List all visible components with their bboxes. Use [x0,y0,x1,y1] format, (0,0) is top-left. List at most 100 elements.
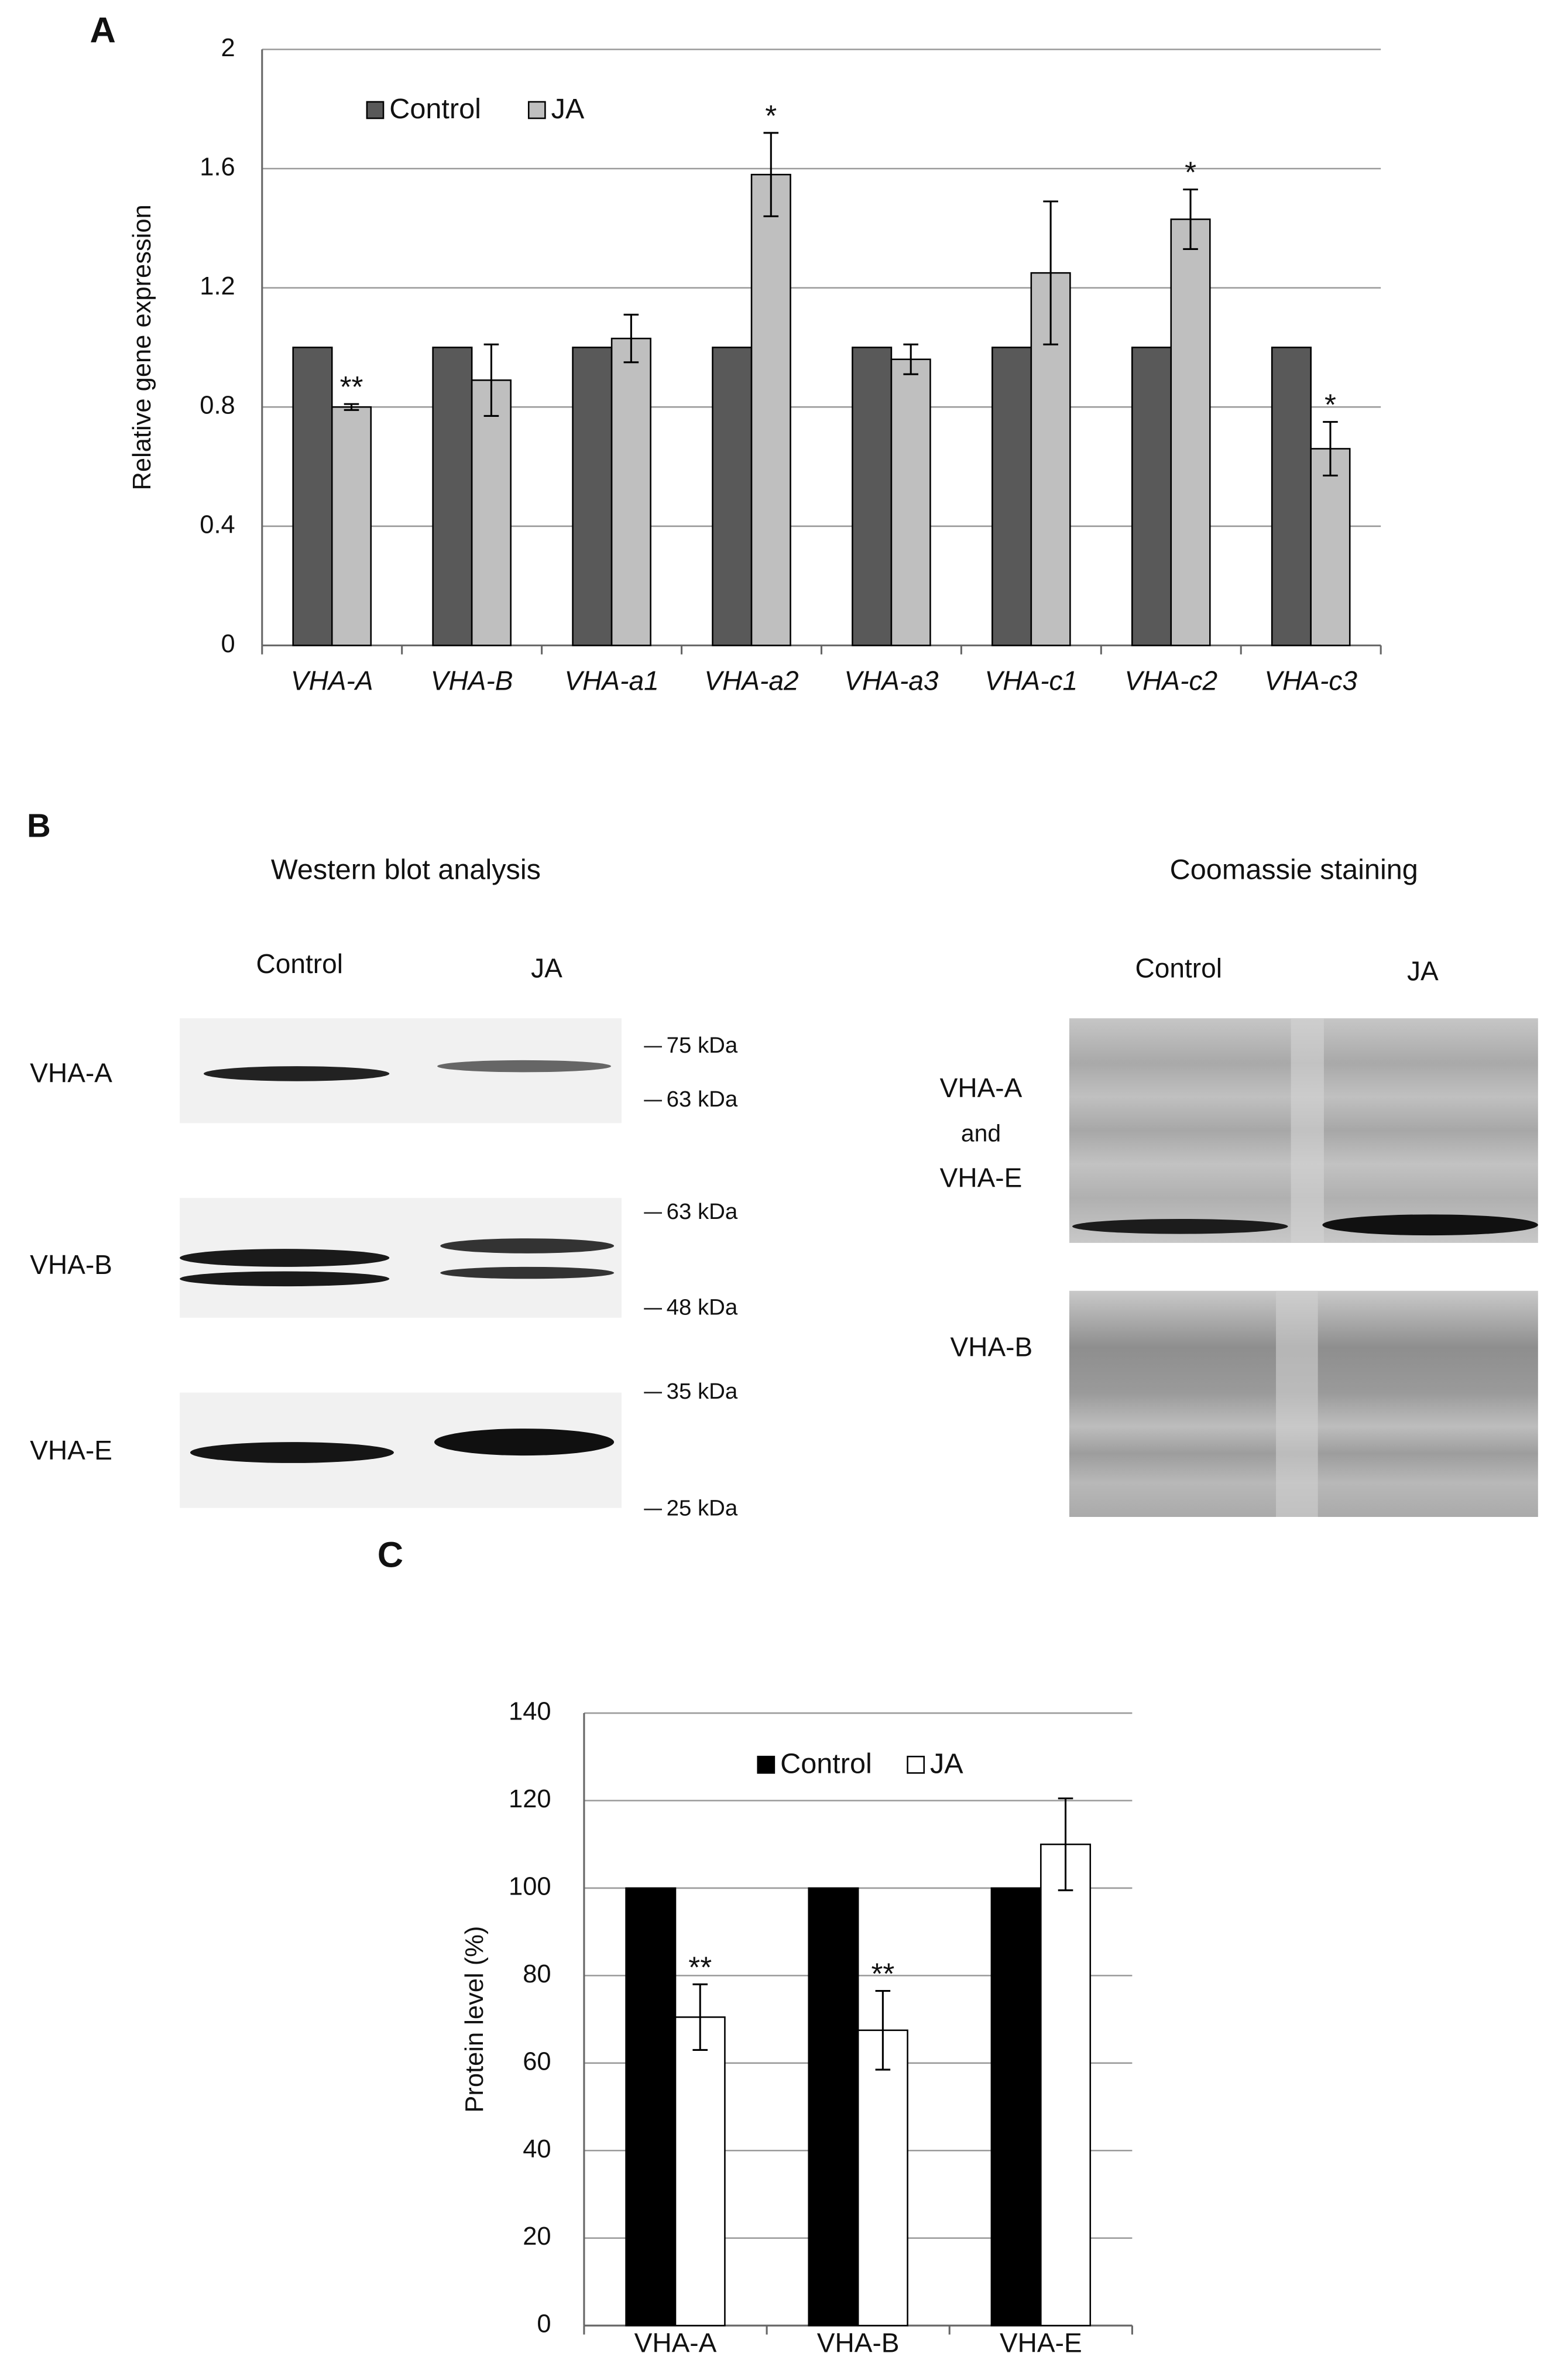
significance-label: * [1325,388,1336,422]
significance-label: ** [688,1950,712,1984]
y-axis-title: Relative gene expression [128,204,156,490]
bar [572,347,613,646]
x-tick-label: VHA-A [634,2328,717,2358]
row-label: VHA-B [951,1332,1033,1362]
error-bar [763,132,779,217]
blot-band [180,1271,390,1287]
y-tick-label: 140 [509,1698,551,1726]
error-bar [623,313,639,364]
y-axis-title: Protein level (%) [461,1926,489,2113]
x-tick-label: VHA-c1 [985,665,1078,696]
error-bar [692,1983,708,2051]
panel-label: C [378,1534,403,1575]
marker-label: 63 kDa [667,1087,738,1112]
y-tick-label: 20 [523,2222,551,2251]
lane-label: Control [1135,953,1222,984]
blot-band [437,1060,611,1073]
error-bar [875,1990,891,2071]
row-label: and [961,1120,1001,1147]
lane-label: JA [531,953,562,984]
error-bar [1043,200,1058,345]
marker-label: 75 kDa [667,1033,738,1058]
lane-label: Control [256,948,343,979]
gel-lane-gap [1291,1018,1324,1243]
marker-label: 63 kDa [667,1199,738,1224]
bar [1310,448,1351,646]
bar [331,406,372,646]
western-blot: Western blot analysis Control JA VHA-A V… [30,854,738,1520]
x-tick-label: VHA-a2 [704,665,798,696]
row-label: VHA-E [940,1163,1023,1193]
bar [712,347,753,646]
x-tick-label: VHA-c2 [1124,665,1217,696]
row-label: VHA-A [940,1073,1023,1103]
y-tick-label: 0.4 [200,511,235,539]
bar [625,1887,677,2327]
y-tick-label: 120 [509,1785,551,1813]
bar [808,1887,859,2327]
blot-band [203,1066,390,1081]
bar [610,337,651,646]
bar [292,347,333,646]
significance-label: ** [871,1957,894,1990]
error-bar [1323,421,1338,477]
bar [750,173,791,646]
x-tick-label: VHA-a3 [844,665,939,696]
y-tick-label: 40 [523,2135,551,2163]
y-tick-label: 1.6 [200,153,235,181]
legend-label: Control [389,93,481,125]
y-tick-label: 0 [221,630,235,658]
x-tick-label: VHA-c3 [1264,665,1357,696]
gel-lane-gap [1276,1290,1318,1517]
row-label: VHA-E [30,1435,112,1465]
row-label: VHA-B [30,1249,112,1280]
x-tick-label: VHA-E [1000,2328,1082,2358]
marker-label: 35 kDa [667,1379,738,1404]
bar [857,2029,908,2327]
blot-band [190,1442,394,1463]
bar [432,347,473,646]
coomassie: Coomassie staining Control JA VHA-A and … [940,854,1538,1517]
legend-swatch [366,101,385,119]
significance-label: * [1185,156,1196,189]
bar [1170,218,1211,646]
bar [1131,347,1172,646]
error-bar [1058,1797,1073,1892]
gel-band [1072,1219,1288,1234]
blot-title: Coomassie staining [1170,854,1418,885]
y-tick-label: 60 [523,2047,551,2075]
x-tick-label: VHA-B [817,2328,900,2358]
legend-swatch [757,1755,776,1774]
y-tick-label: 1.2 [200,272,235,300]
blot-band [440,1266,615,1279]
blot-title: Western blot analysis [271,854,541,885]
panel-label: B [27,807,51,844]
bar [1040,1843,1092,2327]
bar [471,379,512,646]
size-markers: 75 kDa 63 kDa 63 kDa 48 kDa 35 kDa 25 kD… [644,1033,738,1520]
legend-label: Control [780,1748,872,1779]
legend-swatch [527,101,546,119]
panel-label: A [90,10,116,50]
bar [852,347,893,646]
legend-label: JA [551,93,585,125]
x-tick-label: VHA-A [291,665,373,696]
blot-band [434,1429,615,1456]
y-tick-label: 0 [537,2310,551,2338]
x-tick-label: VHA-a1 [564,665,658,696]
legend-label: JA [930,1748,963,1779]
error-bar [483,343,499,417]
row-label: VHA-A [30,1058,112,1088]
bar [890,358,931,646]
bar [674,2016,726,2327]
marker-label: 48 kDa [667,1295,738,1320]
y-tick-label: 2 [221,34,235,62]
lane-label: JA [1407,956,1439,987]
y-tick-label: 100 [509,1872,551,1900]
x-tick-label: VHA-B [431,665,513,696]
y-tick-label: 80 [523,1960,551,1988]
marker-label: 25 kDa [667,1495,738,1520]
